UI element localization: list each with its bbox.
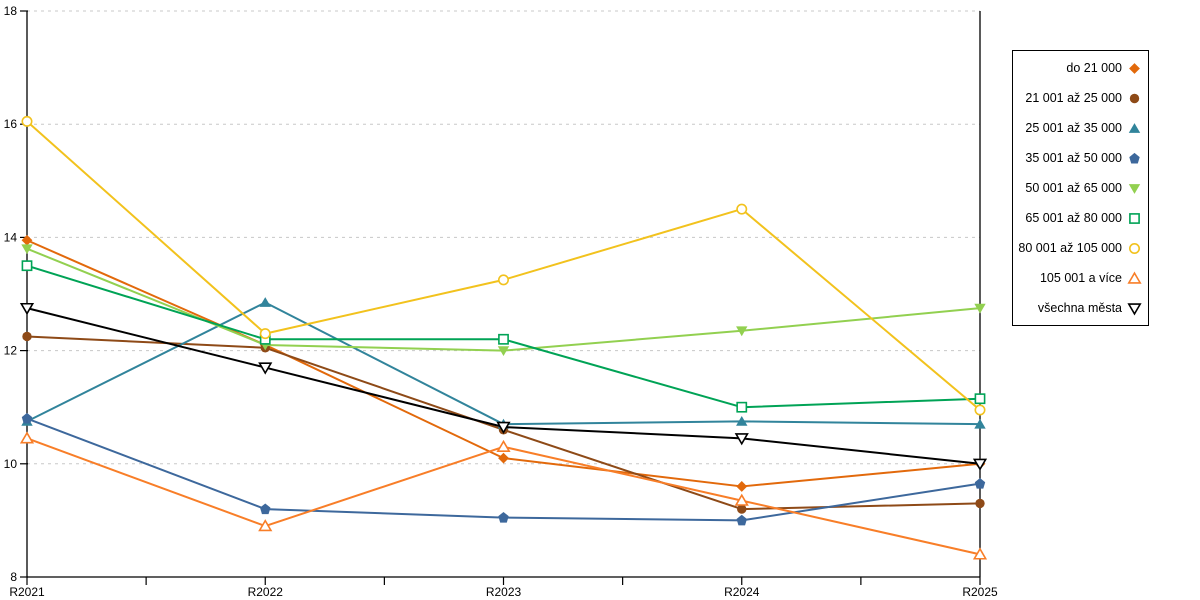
x-tick-label: R2024: [724, 585, 760, 599]
line-series-5: [21, 260, 986, 413]
y-tick-label: 8: [10, 570, 17, 584]
legend-item: 65 001 až 80 000: [1013, 203, 1148, 233]
x-tick-label: R2022: [248, 585, 284, 599]
data-point-marker-triangle-up: [259, 297, 271, 307]
data-point-marker-square: [498, 333, 509, 345]
legend-item: 25 001 až 35 000: [1013, 113, 1148, 143]
data-point-marker-circle: [736, 203, 748, 215]
data-point-marker-square: [1129, 212, 1140, 224]
legend-item: 21 001 až 25 000: [1013, 83, 1148, 113]
data-point-marker-triangle-up: [972, 547, 988, 560]
legend-marker-diamond-icon: [1129, 62, 1140, 74]
data-point-marker-circle: [21, 115, 33, 127]
line-series-2: [21, 297, 986, 429]
data-series: [19, 115, 988, 560]
data-point-marker-triangle-down: [1127, 302, 1142, 315]
legend-marker-circle-icon: [1129, 93, 1140, 103]
data-point-marker-circle: [259, 328, 271, 340]
legend-item-label: 65 001 až 80 000: [1025, 211, 1122, 225]
data-point-marker-pentagon: [260, 503, 271, 515]
y-tick-label: 18: [4, 4, 18, 18]
x-tick-label: R2025: [962, 585, 998, 599]
data-point-marker-triangle-down: [734, 433, 749, 446]
data-point-marker-triangle-down: [497, 346, 510, 356]
data-point-marker-triangle-down: [258, 362, 273, 375]
data-point-marker-circle: [1129, 93, 1140, 103]
data-point-marker-pentagon: [1129, 152, 1140, 163]
axis-tick-labels: 8 10 12 14 16 18 R2021 R2022 R2023 R2024 R2025: [4, 4, 998, 599]
legend-marker-triangle-up-icon: [1128, 122, 1141, 133]
data-point-marker-diamond: [1129, 62, 1140, 74]
data-point-marker-triangle-up: [496, 439, 511, 453]
x-tick-label: R2023: [486, 585, 522, 599]
data-point-marker-triangle-down: [736, 326, 748, 337]
legend-item: 105 001 a více: [1013, 263, 1148, 293]
data-point-marker-diamond: [21, 234, 33, 246]
legend-item-label: 21 001 až 25 000: [1025, 91, 1122, 105]
data-point-marker-pentagon: [974, 478, 986, 489]
line-series-0: [21, 234, 986, 492]
legend-item: všechna města: [1013, 293, 1148, 323]
data-point-marker-circle: [737, 504, 747, 514]
line-series-3: [21, 412, 986, 526]
data-point-marker-triangle-up: [734, 493, 749, 506]
data-point-marker-circle: [974, 404, 986, 416]
data-point-marker-circle: [975, 498, 985, 509]
data-point-marker-triangle-down: [974, 303, 986, 314]
legend-marker-triangle-up-icon: [1127, 271, 1142, 284]
data-point-marker-pentagon: [736, 514, 747, 526]
legend-marker-triangle-down-icon: [1127, 302, 1142, 315]
legend-item-label: všechna města: [1037, 301, 1122, 315]
data-point-marker-triangle-up: [1128, 122, 1141, 133]
data-point-marker-triangle-up: [736, 415, 748, 426]
data-point-marker-triangle-up: [258, 519, 273, 532]
legend-marker-pentagon-icon: [1129, 152, 1140, 163]
line-series-8: [19, 302, 988, 471]
data-point-marker-triangle-down: [972, 458, 988, 471]
data-point-marker-circle: [497, 274, 509, 286]
legend-marker-circle-icon: [1129, 242, 1140, 254]
data-point-marker-pentagon: [498, 511, 509, 523]
data-point-marker-circle: [22, 331, 32, 342]
legend-item: 35 001 až 50 000: [1013, 143, 1148, 173]
data-point-marker-square: [736, 401, 748, 413]
legend-item: 80 001 až 105 000: [1013, 233, 1148, 263]
y-tick-label: 16: [4, 117, 18, 131]
data-point-marker-triangle-up: [974, 418, 986, 429]
data-point-marker-diamond: [498, 452, 509, 464]
y-tick-label: 12: [4, 344, 18, 358]
legend-item: do 21 000: [1013, 53, 1148, 83]
y-tick-label: 14: [4, 230, 18, 244]
axes: [20, 10, 981, 585]
legend-item-label: do 21 000: [1066, 61, 1122, 75]
legend: do 21 000 21 001 až 25 000 25 001 až 35 00…: [1012, 50, 1149, 326]
data-point-marker-square: [21, 260, 33, 272]
series-line: [26, 120, 981, 412]
data-point-marker-triangle-up: [19, 431, 35, 444]
line-series-7: [19, 431, 988, 560]
legend-item-label: 105 001 a více: [1039, 271, 1122, 285]
legend-item-label: 35 001 až 50 000: [1025, 151, 1122, 165]
data-point-marker-triangle-down: [19, 302, 35, 316]
legend-item-label: 25 001 až 35 000: [1025, 121, 1122, 135]
legend-marker-triangle-down-icon: [1128, 183, 1141, 194]
legend-item: 50 001 až 65 000: [1013, 173, 1148, 203]
data-point-marker-diamond: [736, 481, 748, 492]
legend-item-label: 50 001 až 65 000: [1025, 181, 1122, 195]
x-tick-label: R2021: [9, 585, 45, 599]
legend-marker-square-icon: [1129, 212, 1140, 224]
data-point-marker-pentagon: [21, 412, 33, 424]
data-point-marker-triangle-down: [496, 421, 511, 435]
legend-item-label: 80 001 až 105 000: [1018, 241, 1122, 255]
line-series-6: [21, 115, 986, 416]
gridlines: [27, 10, 980, 465]
data-point-marker-triangle-down: [1128, 183, 1141, 194]
data-point-marker-triangle-up: [1127, 271, 1142, 284]
data-point-marker-triangle-down: [21, 244, 33, 255]
data-point-marker-square: [974, 393, 986, 405]
y-tick-label: 10: [4, 457, 18, 471]
data-point-marker-circle: [1129, 242, 1140, 254]
